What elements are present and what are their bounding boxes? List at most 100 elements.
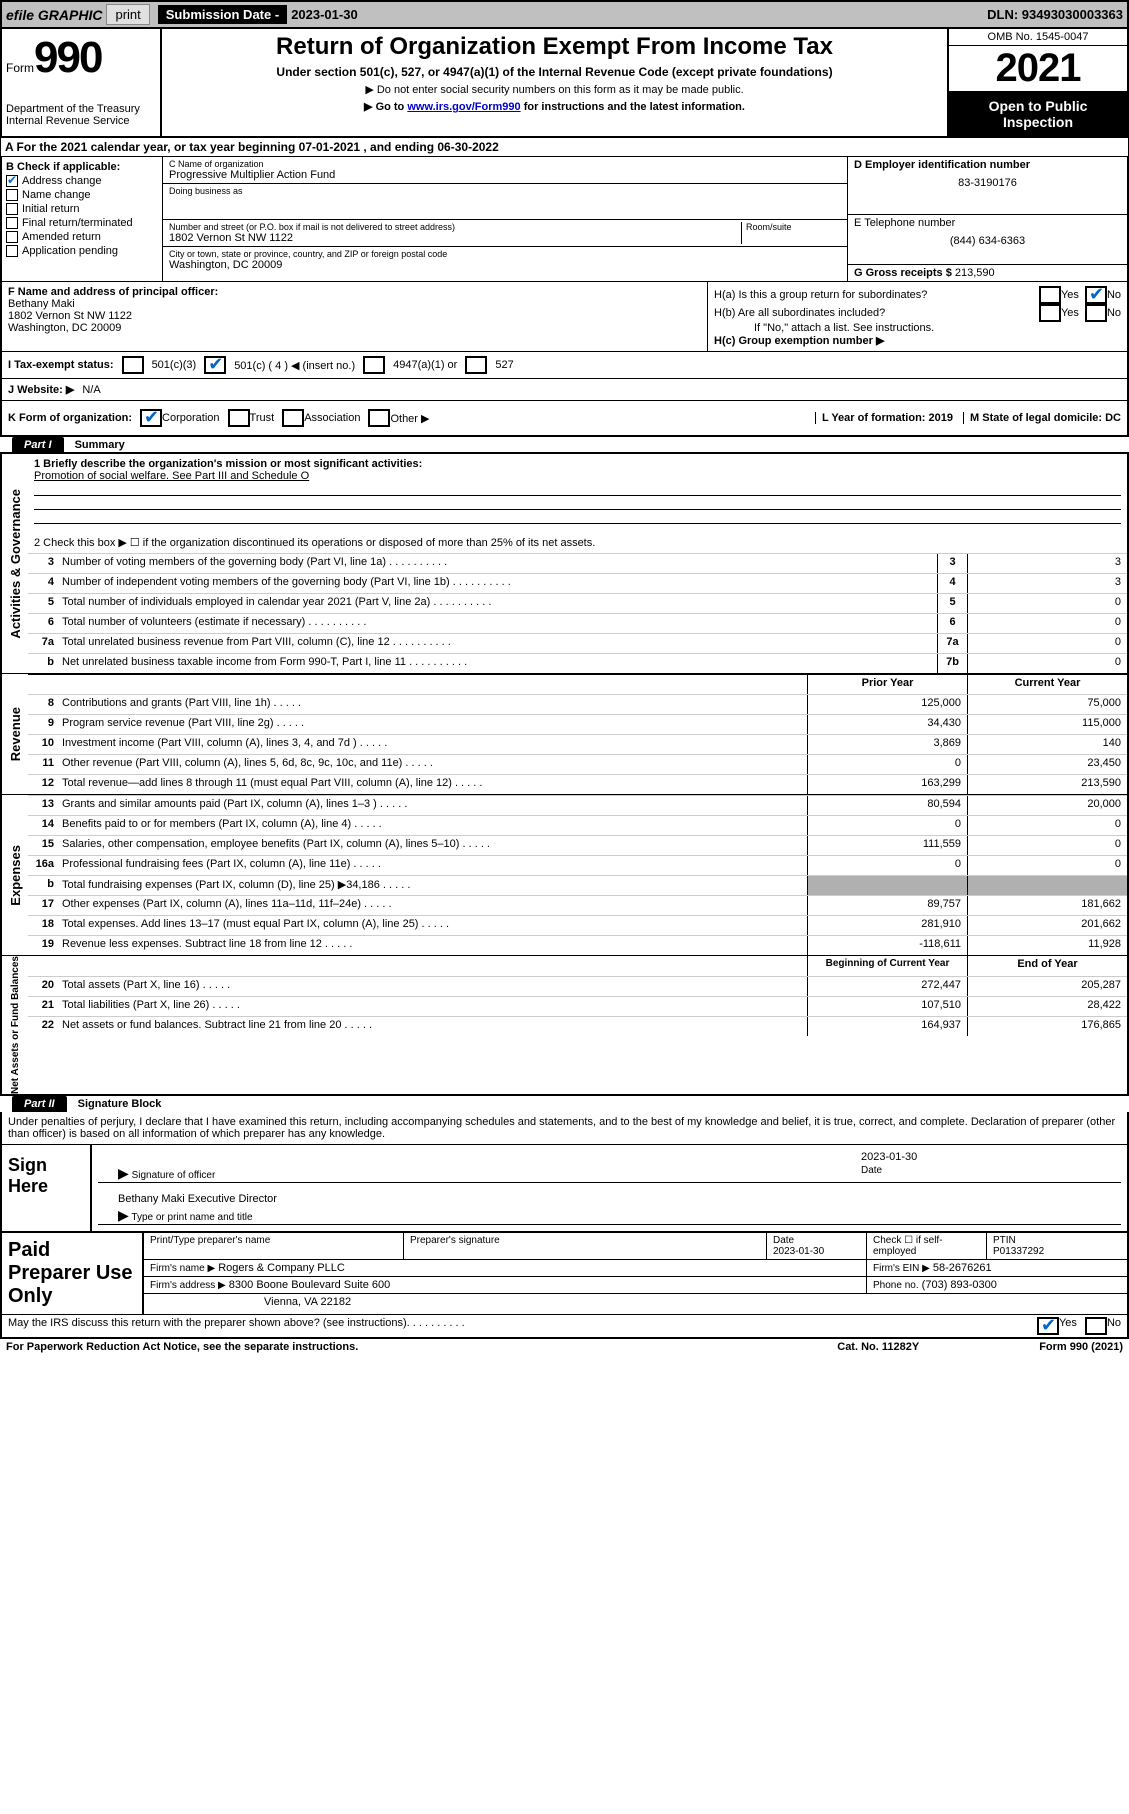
tax-year: 2021 <box>949 46 1127 92</box>
checkbox-label: Application pending <box>22 245 118 257</box>
part-ii-header: Part II Signature Block <box>0 1096 1129 1112</box>
yes-label: Yes <box>1061 289 1079 301</box>
sub3-post: for instructions and the latest informat… <box>521 101 745 113</box>
pra-notice: For Paperwork Reduction Act Notice, see … <box>6 1341 358 1353</box>
row-l: L Year of formation: 2019 <box>815 412 953 424</box>
gross-receipts: 213,590 <box>955 267 995 279</box>
col-b-checkboxes: B Check if applicable: Address changeNam… <box>2 157 162 281</box>
527-checkbox[interactable] <box>465 356 487 374</box>
form-title: Return of Organization Exempt From Incom… <box>170 33 939 61</box>
part-i-tag: Part I <box>12 437 64 453</box>
main-info-grid: B Check if applicable: Address changeNam… <box>0 157 1129 282</box>
open-public: Open to Public Inspection <box>949 92 1127 136</box>
name-title-label: Type or print name and title <box>131 1212 252 1223</box>
submission-date: 2023-01-30 <box>291 7 358 22</box>
mission-label: 1 Briefly describe the organization's mi… <box>34 458 1121 470</box>
signature-block: Under penalties of perjury, I declare th… <box>0 1112 1129 1339</box>
assoc-checkbox[interactable] <box>282 409 304 427</box>
row-a-tax-year: A For the 2021 calendar year, or tax yea… <box>0 138 1129 157</box>
4947-checkbox[interactable] <box>363 356 385 374</box>
ptin: P01337292 <box>993 1246 1044 1257</box>
corp-checkbox[interactable] <box>140 409 162 427</box>
dba-label: Doing business as <box>169 186 841 196</box>
print-button[interactable]: print <box>106 4 149 25</box>
checkbox-final-return/terminated[interactable] <box>6 217 18 229</box>
checkbox-amended-return[interactable] <box>6 231 18 243</box>
officer-street: 1802 Vernon St NW 1122 <box>8 310 701 322</box>
part-i-title: Summary <box>75 439 125 451</box>
trust-checkbox[interactable] <box>228 409 250 427</box>
501c3-label: 501(c)(3) <box>152 359 197 371</box>
checkbox-initial-return[interactable] <box>6 203 18 215</box>
part-i-summary: Activities & Governance 1 Briefly descri… <box>0 452 1129 1096</box>
discuss-no-checkbox[interactable] <box>1085 1317 1107 1335</box>
perjury-text: Under penalties of perjury, I declare th… <box>2 1112 1127 1145</box>
ein: 83-3190176 <box>854 177 1121 189</box>
row-j-label: J Website: ▶ <box>8 383 74 396</box>
checkbox-application-pending[interactable] <box>6 245 18 257</box>
checkbox-label: Initial return <box>22 203 79 215</box>
firm-addr-label: Firm's address ▶ <box>150 1280 226 1291</box>
irs-link[interactable]: www.irs.gov/Form990 <box>407 101 520 113</box>
sign-here-label: Sign Here <box>2 1145 92 1231</box>
discuss-yes-checkbox[interactable] <box>1037 1317 1059 1335</box>
hb-label: H(b) Are all subordinates included? <box>714 307 1039 319</box>
omb-number: OMB No. 1545-0047 <box>949 29 1127 46</box>
current-year-hdr: Current Year <box>967 675 1127 694</box>
phone: (844) 634-6363 <box>854 235 1121 247</box>
mission-text: Promotion of social welfare. See Part II… <box>34 470 1121 482</box>
beg-year-hdr: Beginning of Current Year <box>807 956 967 976</box>
row-i-label: I Tax-exempt status: <box>8 359 114 371</box>
prep-sig-label: Preparer's signature <box>404 1233 767 1259</box>
sig-officer-label: Signature of officer <box>132 1170 216 1181</box>
row-i-tax-status: I Tax-exempt status: 501(c)(3) 501(c) ( … <box>0 352 1129 379</box>
efile-label: efile GRAPHIC <box>6 7 102 23</box>
no-label: No <box>1107 289 1121 301</box>
trust-label: Trust <box>250 412 275 424</box>
yes-label-2: Yes <box>1061 307 1079 319</box>
part-i-header: Part I Summary <box>0 437 1129 453</box>
side-expenses: Expenses <box>8 845 23 906</box>
firm-phone-label: Phone no. <box>873 1280 919 1291</box>
form-subtitle-1: Under section 501(c), 527, or 4947(a)(1)… <box>170 65 939 79</box>
form-number: 990 <box>34 33 101 82</box>
section-f-h: F Name and address of principal officer:… <box>0 282 1129 352</box>
sub3-pre: ▶ Go to <box>364 101 407 113</box>
col-c-org-info: C Name of organization Progressive Multi… <box>162 157 847 281</box>
officer-name-title: Bethany Maki Executive Director <box>98 1193 1121 1205</box>
city-label: City or town, state or province, country… <box>169 249 841 259</box>
ha-no-checkbox[interactable] <box>1085 286 1107 304</box>
other-checkbox[interactable] <box>368 409 390 427</box>
gross-label: G Gross receipts $ <box>854 267 952 279</box>
501c-checkbox[interactable] <box>204 356 226 374</box>
no-label-2: No <box>1107 307 1121 319</box>
officer-label: F Name and address of principal officer: <box>8 286 701 298</box>
paid-preparer-label: Paid Preparer Use Only <box>2 1233 142 1314</box>
ptin-label: PTIN <box>993 1235 1016 1246</box>
officer-city: Washington, DC 20009 <box>8 322 701 334</box>
form-subtitle-2: ▶ Do not enter social security numbers o… <box>170 83 939 96</box>
checkbox-name-change[interactable] <box>6 189 18 201</box>
checkbox-address-change[interactable] <box>6 175 18 187</box>
side-revenue: Revenue <box>8 707 23 761</box>
part-ii-tag: Part II <box>12 1096 67 1112</box>
dept-label: Department of the Treasury Internal Reve… <box>6 103 156 127</box>
row-m: M State of legal domicile: DC <box>963 412 1121 424</box>
sig-date: 2023-01-30 <box>861 1151 1121 1163</box>
cat-no: Cat. No. 11282Y <box>837 1341 919 1353</box>
discuss-label: May the IRS discuss this return with the… <box>8 1317 407 1335</box>
firm-addr2: Vienna, VA 22182 <box>144 1294 1127 1310</box>
501c3-checkbox[interactable] <box>122 356 144 374</box>
hb-no-checkbox[interactable] <box>1085 304 1107 322</box>
prep-name-label: Print/Type preparer's name <box>144 1233 404 1259</box>
discuss-yes: Yes <box>1059 1317 1077 1335</box>
ha-label: H(a) Is this a group return for subordin… <box>714 289 1039 301</box>
other-label: Other ▶ <box>390 412 429 425</box>
ein-label: D Employer identification number <box>854 159 1121 171</box>
form-subtitle-3: ▶ Go to www.irs.gov/Form990 for instruct… <box>170 100 939 113</box>
top-bar: efile GRAPHIC print Submission Date - 20… <box>0 0 1129 29</box>
dln: DLN: 93493030003363 <box>987 7 1123 22</box>
hb-yes-checkbox[interactable] <box>1039 304 1061 322</box>
prep-date-label: Date <box>773 1235 794 1246</box>
ha-yes-checkbox[interactable] <box>1039 286 1061 304</box>
